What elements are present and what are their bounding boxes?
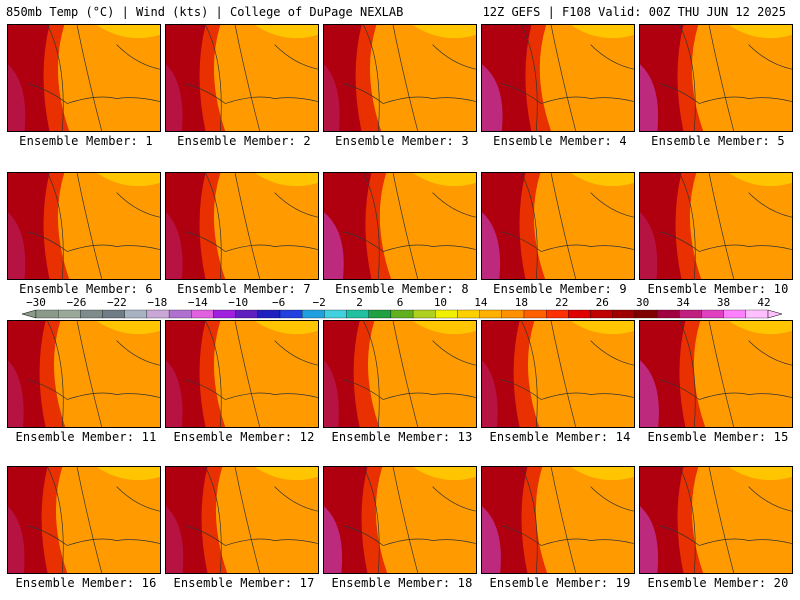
ensemble-member-label: Ensemble Member: 9 (493, 282, 627, 296)
temperature-map (639, 320, 793, 428)
colorbar-segment (191, 309, 214, 319)
colorbar-segment (146, 309, 170, 319)
colorbar-tick-label: −14 (187, 296, 208, 309)
colorbar-tick-label: 34 (676, 296, 690, 309)
colorbar-segment (58, 309, 81, 319)
colorbar-tick-label: 22 (555, 296, 569, 309)
colorbar-tick-label: −2 (312, 296, 326, 309)
temperature-map (165, 172, 319, 280)
temperature-map (165, 24, 319, 132)
colorbar-segment (523, 309, 547, 319)
colorbar-segment (479, 309, 502, 319)
temperature-map (323, 24, 477, 132)
colorbar-tick-label: 30 (636, 296, 650, 309)
temperature-map (323, 172, 477, 280)
colorbar-tick-label: −22 (106, 296, 127, 309)
colorbar-segment (168, 309, 192, 319)
ensemble-member-label: Ensemble Member: 13 (331, 430, 473, 444)
colorbar-segment (257, 309, 281, 319)
ensemble-member-label: Ensemble Member: 8 (335, 282, 469, 296)
ensemble-member-label: Ensemble Member: 14 (489, 430, 631, 444)
temperature-map (639, 172, 793, 280)
colorbar-tick-label: 26 (595, 296, 609, 309)
temperature-map (323, 466, 477, 574)
colorbar-segment (279, 309, 303, 319)
ensemble-member-label: Ensemble Member: 19 (489, 576, 631, 590)
colorbar-segment (679, 309, 702, 319)
colorbar-segment (612, 309, 636, 319)
ensemble-member-label: Ensemble Member: 6 (19, 282, 153, 296)
colorbar-segment (368, 309, 392, 319)
ensemble-member-label: Ensemble Member: 1 (19, 134, 153, 148)
colorbar-tick-label: −18 (147, 296, 168, 309)
chart-title: 850mb Temp (°C) | Wind (kts) | College o… (6, 5, 404, 19)
colorbar-segment (634, 309, 658, 319)
temperature-map (481, 466, 635, 574)
colorbar-tick-label: 2 (356, 296, 363, 309)
colorbar-segment (412, 309, 436, 319)
ensemble-member-label: Ensemble Member: 3 (335, 134, 469, 148)
colorbar-segment (80, 309, 103, 319)
ensemble-member-label: Ensemble Member: 20 (647, 576, 789, 590)
colorbar-segment (701, 309, 724, 319)
colorbar-segment (568, 309, 591, 319)
colorbar-segment (213, 309, 236, 319)
model-run-info: 12Z GEFS | F108 Valid: 00Z THU JUN 12 20… (482, 5, 786, 19)
colorbar-tick-label: −30 (26, 296, 46, 309)
temperature-map (7, 320, 161, 428)
temperature-map (7, 466, 161, 574)
colorbar-segment (656, 309, 680, 319)
colorbar-segment (745, 309, 769, 319)
temperature-map (165, 466, 319, 574)
colorbar-segment (35, 309, 59, 319)
colorbar-segment (546, 309, 569, 319)
colorbar-segment (302, 309, 325, 319)
temperature-map (481, 172, 635, 280)
temperature-map (7, 24, 161, 132)
temperature-map (639, 24, 793, 132)
colorbar-segment (501, 309, 525, 319)
ensemble-member-label: Ensemble Member: 7 (177, 282, 311, 296)
colorbar-segment (324, 309, 347, 319)
ensemble-member-label: Ensemble Member: 16 (15, 576, 157, 590)
temperature-map (481, 320, 635, 428)
colorbar-tick-label: 6 (396, 296, 404, 309)
temperature-map (639, 466, 793, 574)
colorbar-segment (346, 309, 369, 319)
colorbar-segment (435, 309, 458, 319)
temperature-map (323, 320, 477, 428)
colorbar-segment (590, 309, 613, 319)
colorbar-tick-label: 38 (716, 296, 731, 309)
colorbar-tick-label: −26 (66, 296, 87, 309)
colorbar-tick-label: −10 (228, 296, 249, 309)
colorbar-segment (390, 309, 414, 319)
ensemble-member-label: Ensemble Member: 18 (331, 576, 473, 590)
temperature-map (165, 320, 319, 428)
temperature-map (481, 24, 635, 132)
ensemble-member-label: Ensemble Member: 4 (493, 134, 627, 148)
colorbar-segment (723, 309, 746, 319)
ensemble-member-label: Ensemble Member: 10 (647, 282, 789, 296)
ensemble-member-label: Ensemble Member: 12 (173, 430, 315, 444)
ensemble-member-label: Ensemble Member: 11 (15, 430, 157, 444)
ensemble-member-label: Ensemble Member: 5 (651, 134, 785, 148)
colorbar-tick-label: 42 (757, 296, 771, 309)
colorbar-segment (457, 309, 480, 319)
ensemble-member-label: Ensemble Member: 15 (647, 430, 789, 444)
ensemble-member-label: Ensemble Member: 17 (173, 576, 315, 590)
temperature-map (7, 172, 161, 280)
colorbar-tick-label: −6 (272, 296, 286, 309)
colorbar-tick-label: 18 (514, 296, 528, 309)
temperature-colorbar (21, 309, 783, 319)
colorbar-segment (235, 309, 258, 319)
ensemble-member-label: Ensemble Member: 2 (177, 134, 311, 148)
colorbar-tick-label: 14 (474, 296, 488, 309)
colorbar-segment (124, 309, 148, 319)
colorbar-tick-label: 10 (433, 296, 448, 309)
colorbar-segment (102, 309, 125, 319)
